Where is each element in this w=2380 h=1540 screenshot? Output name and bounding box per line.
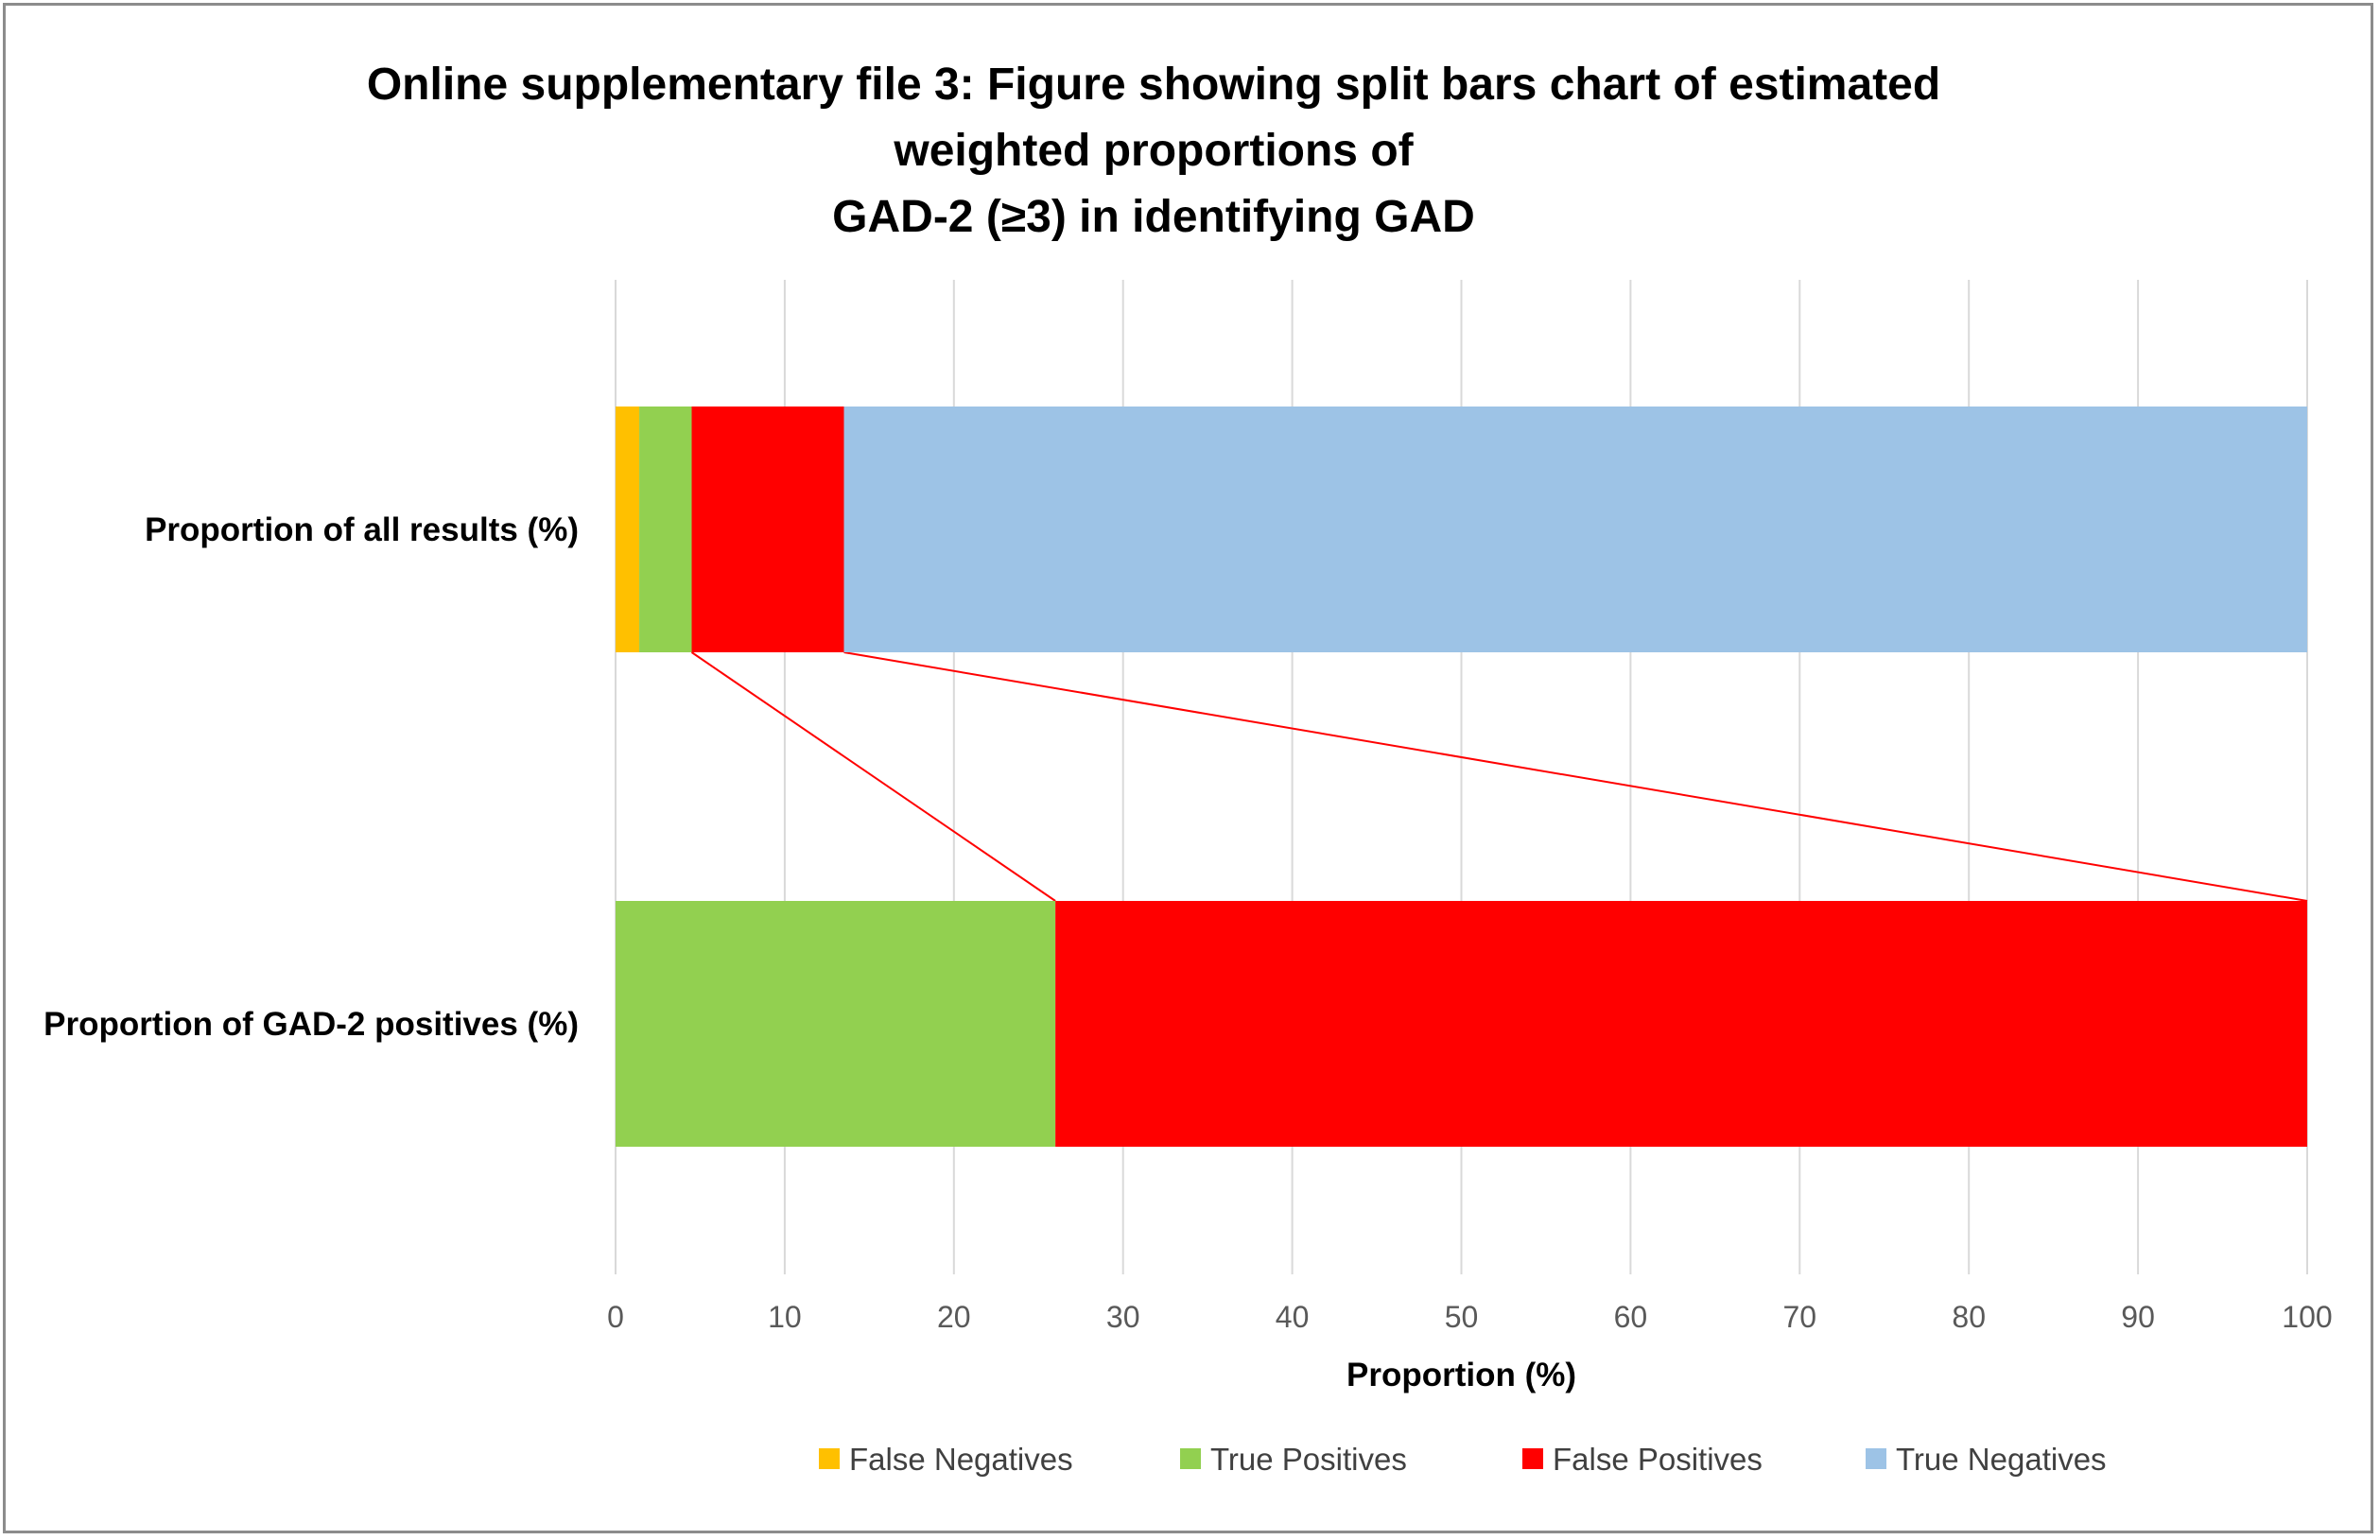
legend-label: True Positives <box>1210 1442 1407 1477</box>
legend-label: False Negatives <box>849 1442 1073 1477</box>
bars <box>616 407 2307 1147</box>
chart-title-line-3: GAD-2 (≥3) in identifying GAD <box>832 192 1475 242</box>
x-tick-label: 0 <box>607 1300 624 1334</box>
chart-title: Online supplementary file 3: Figure show… <box>0 52 2307 251</box>
x-tick-label: 60 <box>1614 1300 1648 1334</box>
category-label-gad2-positives: Proportion of GAD-2 positives (%) <box>43 1006 579 1043</box>
legend-swatch <box>1522 1448 1543 1469</box>
x-tick-label: 70 <box>1783 1300 1817 1334</box>
x-tick-label: 80 <box>1952 1300 1986 1334</box>
connector-lines <box>690 651 2308 902</box>
x-tick-label: 50 <box>1445 1300 1479 1334</box>
x-tick-label: 20 <box>937 1300 971 1334</box>
legend-swatch <box>1866 1448 1886 1469</box>
legend-item-false-negatives: False Negatives <box>819 1442 1073 1477</box>
x-tick-label: 40 <box>1276 1300 1310 1334</box>
x-axis-title: Proportion (%) <box>1346 1357 1576 1393</box>
legend-item-true-positives: True Positives <box>1180 1442 1407 1477</box>
bar-segment-true-positives-1 <box>616 901 1056 1147</box>
bar-segment-true-negatives-0 <box>843 407 2307 652</box>
bar-segment-false-negatives-0 <box>616 407 640 652</box>
legend-label: False Positives <box>1553 1442 1763 1477</box>
legend-swatch <box>819 1448 840 1469</box>
legend-swatch <box>1180 1448 1201 1469</box>
x-tick-labels: 0 10 20 30 40 50 60 70 80 90 100 <box>607 1300 2333 1334</box>
legend-label: True Negatives <box>1896 1442 2107 1477</box>
bar-segment-false-positives-0 <box>691 407 844 652</box>
category-label-all-results: Proportion of all results (%) <box>145 511 579 548</box>
x-tick-label: 90 <box>2121 1300 2155 1334</box>
connector-line-right <box>843 651 2308 902</box>
x-tick-label: 10 <box>768 1300 802 1334</box>
bar-segment-true-positives-0 <box>639 407 692 652</box>
category-labels: Proportion of all results (%) Proportion… <box>43 511 579 1043</box>
chart-title-line-2: weighted proportions of <box>894 126 1414 176</box>
chart-title-line-1: Online supplementary file 3: Figure show… <box>366 60 1941 110</box>
x-tick-label: 100 <box>2282 1300 2332 1334</box>
legend: False Negatives True Positives False Posit… <box>819 1442 2107 1477</box>
legend-item-true-negatives: True Negatives <box>1866 1442 2107 1477</box>
legend-item-false-positives: False Positives <box>1522 1442 1763 1477</box>
chart-frame <box>3 3 2373 1533</box>
bar-segment-false-positives-1 <box>1055 901 2307 1147</box>
x-tick-label: 30 <box>1106 1300 1140 1334</box>
connector-line-left <box>690 651 1056 902</box>
